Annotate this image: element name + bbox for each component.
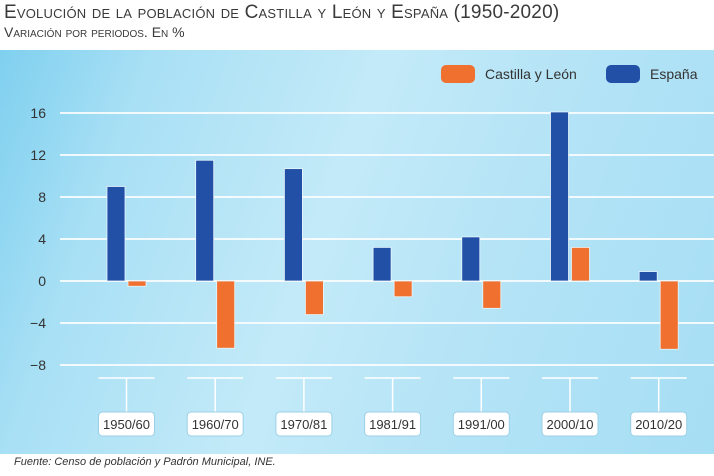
y-tick-label: 12 <box>30 147 46 163</box>
bar-espana <box>195 159 215 282</box>
x-tick-label: 1991/00 <box>458 417 505 432</box>
y-tick-label: −8 <box>30 357 46 373</box>
bar-castilla-y-leon <box>216 280 236 349</box>
category-label-box <box>630 411 688 437</box>
bar-castilla-y-leon <box>304 280 324 315</box>
chart: 16 12 8 4 0 −4 −8 1950/60 1960/70 1970/81 1981/91 1… <box>30 105 714 437</box>
x-tick-label: 1960/70 <box>192 417 239 432</box>
bar-castilla-y-leon <box>571 246 590 282</box>
bar-espana <box>638 271 658 282</box>
bar-castilla-y-leon <box>659 280 679 350</box>
category-label-box <box>275 411 333 437</box>
x-tick-label: 1981/91 <box>369 417 416 432</box>
legend-swatch-espana <box>606 65 640 83</box>
y-tick-label: 16 <box>30 105 46 121</box>
category-label-box <box>186 411 244 437</box>
bar-espana <box>283 168 303 282</box>
legend-item-espana: España <box>606 65 697 83</box>
bar-espana <box>106 186 126 282</box>
x-tick-label: 1970/81 <box>280 417 327 432</box>
category-label-box <box>364 411 422 437</box>
chart-subtitle: Variación por periodos. En % <box>4 24 185 40</box>
legend-label-castilla-y-leon: Castilla y León <box>485 66 577 82</box>
category-label-box <box>541 411 599 437</box>
bar-castilla-y-leon <box>127 280 147 287</box>
legend-label-espana: España <box>650 66 698 82</box>
bar-castilla-y-leon <box>482 280 502 309</box>
x-tick-label: 2010/20 <box>635 417 682 432</box>
x-tick-label: 1950/60 <box>103 417 150 432</box>
y-tick-label: 0 <box>38 273 46 289</box>
bar-castilla-y-leon <box>393 280 413 298</box>
x-tick-label: 2000/10 <box>547 417 594 432</box>
legend-swatch-castilla-y-leon <box>441 65 475 83</box>
y-tick-label: −4 <box>30 315 46 331</box>
y-tick-label: 4 <box>38 231 46 247</box>
category-label-box <box>452 411 510 437</box>
y-tick-label: 8 <box>38 189 46 205</box>
bar-espana <box>461 236 481 282</box>
legend-item-castilla-y-leon: Castilla y León <box>441 65 577 83</box>
category-label-box <box>98 411 155 437</box>
chart-title: Evolución de la población de Castilla y … <box>4 2 560 23</box>
source-note: Fuente: Censo de población y Padrón Muni… <box>14 456 276 468</box>
bar-espana <box>550 111 569 282</box>
bar-espana <box>372 246 392 282</box>
